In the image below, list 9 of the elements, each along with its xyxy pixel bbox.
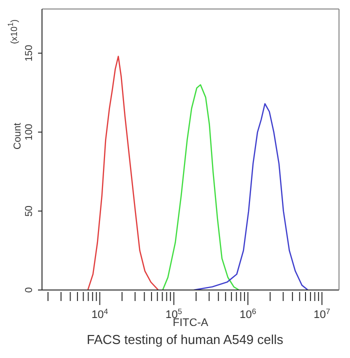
y-tick-label: 50 — [24, 205, 35, 217]
x-tick-label: 10$^{7}$ — [314, 306, 330, 321]
text: FACS testing of human A549 cells — [86, 332, 284, 347]
y-tick-label: 150 — [24, 44, 35, 62]
y-tick-label: 100 — [24, 123, 35, 140]
x-tick-label: 10$^{6}$ — [240, 306, 256, 321]
x-tick-label: 10$^{4}$ — [91, 306, 109, 321]
y-axis-title: Count — [12, 122, 24, 150]
y-tick-label: 0 — [24, 286, 35, 293]
